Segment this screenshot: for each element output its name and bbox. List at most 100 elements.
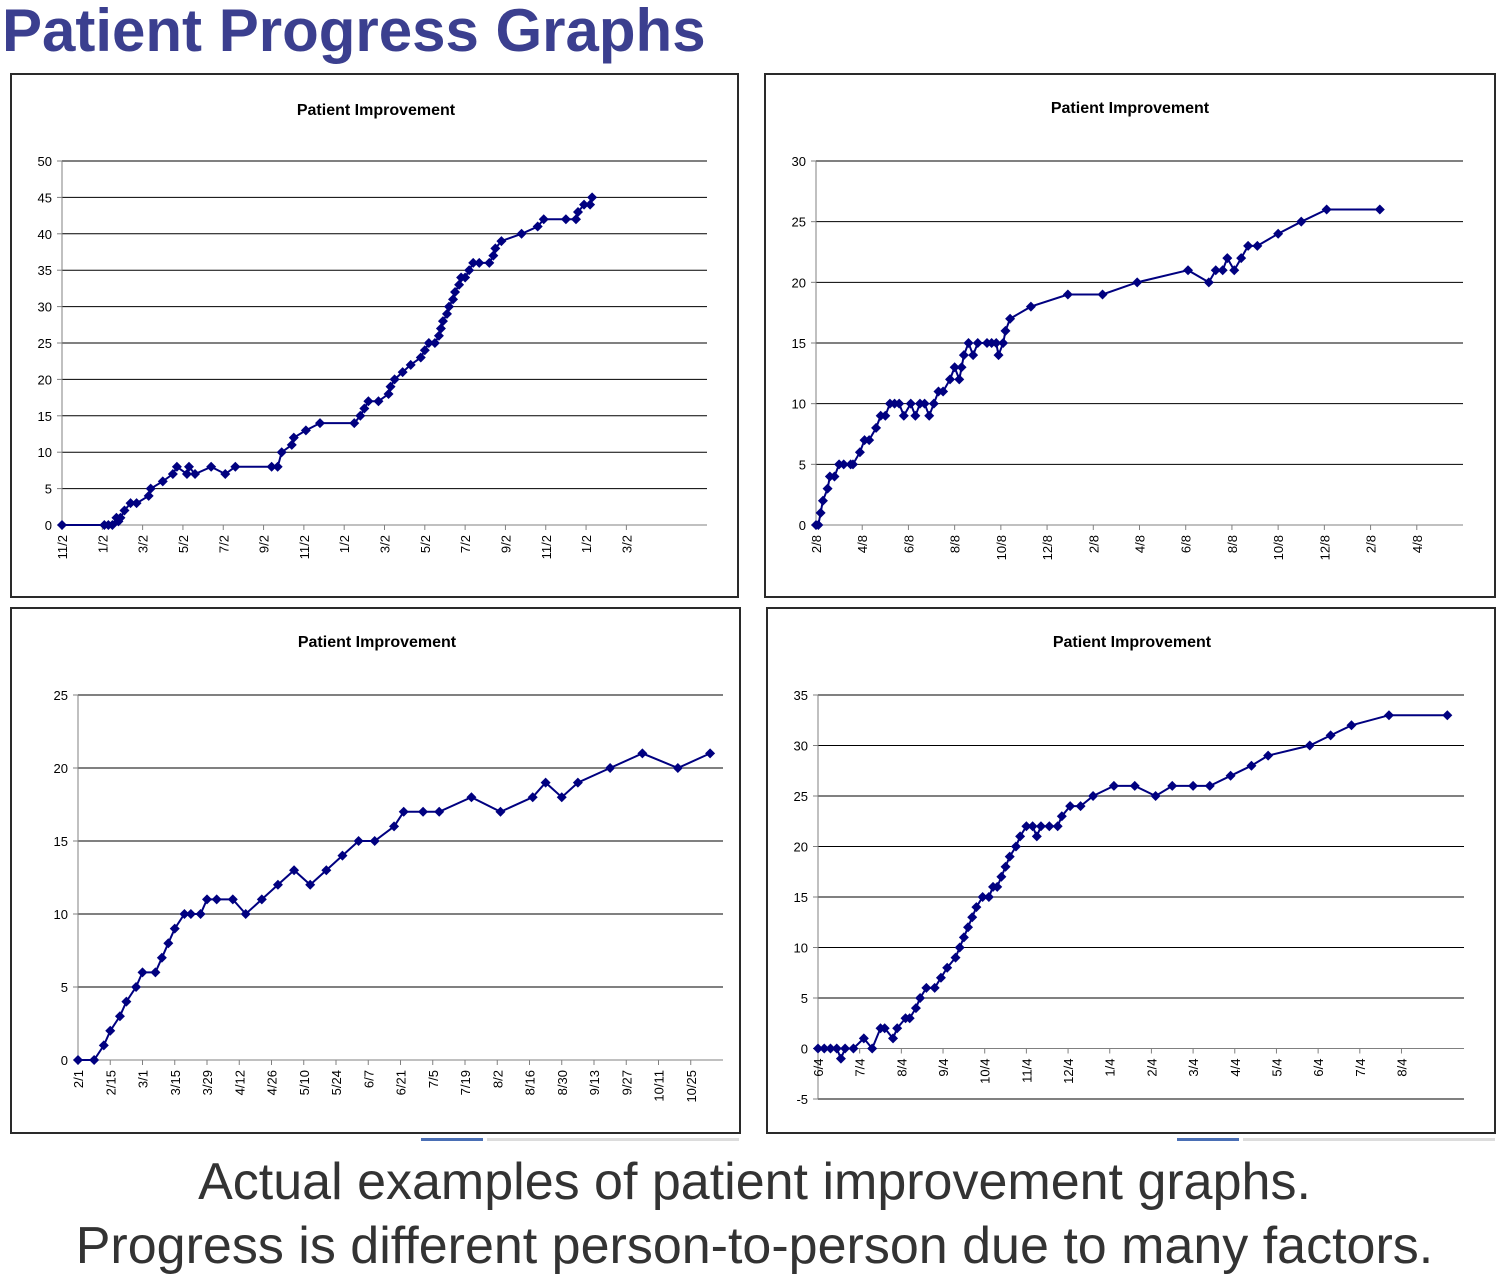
data-point: [389, 374, 400, 385]
data-point: [1027, 821, 1038, 832]
y-tick-label: 15: [38, 409, 52, 424]
data-point: [206, 461, 217, 472]
data-point: [894, 398, 905, 409]
data-point: [125, 498, 136, 509]
data-point: [337, 850, 348, 861]
x-tick-label: 8/16: [523, 1070, 538, 1095]
data-point: [450, 287, 461, 298]
data-point: [847, 459, 858, 470]
data-point: [441, 308, 452, 319]
y-tick-label: 5: [799, 457, 806, 472]
data-point: [1004, 851, 1015, 862]
data-point: [389, 821, 400, 832]
sheet-tab-divider: [487, 1138, 739, 1141]
x-tick-label: 9/13: [587, 1070, 602, 1095]
x-tick-label: 4/12: [232, 1070, 247, 1095]
data-point: [1183, 265, 1194, 276]
data-point: [220, 469, 231, 480]
data-point: [490, 243, 501, 254]
x-tick-label: 12/8: [1317, 535, 1332, 560]
y-tick-label: 35: [794, 688, 808, 703]
data-point: [73, 1055, 83, 1065]
data-point: [105, 1025, 116, 1036]
data-point: [474, 257, 485, 268]
data-point: [1005, 313, 1016, 324]
x-tick-label: 5/4: [1269, 1059, 1284, 1077]
y-tick-label: 0: [61, 1053, 68, 1068]
data-point: [121, 996, 132, 1007]
data-point: [1097, 289, 1108, 300]
data-point: [137, 967, 148, 978]
data-point: [1243, 240, 1254, 251]
data-point: [1383, 710, 1394, 721]
data-point: [1021, 821, 1032, 832]
data-point: [169, 923, 180, 934]
x-tick-label: 3/1: [136, 1070, 151, 1088]
data-point: [968, 350, 979, 361]
data-point: [466, 792, 477, 803]
x-tick-label: 9/4: [936, 1059, 951, 1077]
data-point: [958, 350, 969, 361]
chart-title: Patient Improvement: [1051, 100, 1210, 117]
x-tick-label: 10/25: [684, 1070, 699, 1103]
data-point: [448, 294, 459, 305]
data-point: [829, 471, 840, 482]
data-point: [156, 952, 167, 963]
x-tick-label: 8/8: [948, 535, 963, 553]
chart-title: Patient Improvement: [297, 102, 456, 119]
data-point: [1132, 277, 1143, 288]
y-tick-label: 10: [38, 445, 52, 460]
data-point: [819, 1043, 830, 1054]
data-point: [1015, 831, 1026, 842]
data-point: [1035, 821, 1046, 832]
data-point: [353, 836, 364, 846]
data-point: [967, 912, 978, 923]
data-point: [1204, 780, 1215, 791]
data-point: [1236, 253, 1247, 264]
x-tick-label: 2/8: [1364, 535, 1379, 553]
data-point: [1129, 780, 1140, 791]
data-point: [434, 806, 445, 817]
x-tick-label: 3/4: [1186, 1059, 1201, 1077]
data-point: [488, 250, 499, 261]
chart-panel-top-left: Patient Improvement 0 5 10 15 20 25 30 35 40 45 50 1…: [10, 73, 739, 598]
data-point: [572, 777, 583, 788]
x-tick-label: 7/2: [216, 535, 231, 553]
data-point: [131, 498, 142, 509]
y-tick-label: 25: [38, 336, 52, 351]
data-point: [305, 879, 316, 890]
x-tick-label: 2/15: [103, 1070, 118, 1095]
x-tick-label: 2/8: [1086, 535, 1101, 553]
y-tick-label: 20: [794, 840, 808, 855]
y-tick-label: 50: [38, 154, 52, 169]
data-point: [321, 865, 332, 876]
data-point: [460, 272, 471, 283]
data-point: [949, 362, 960, 373]
data-point: [418, 806, 429, 817]
y-tick-label: 10: [792, 397, 806, 412]
data-point: [573, 206, 583, 217]
data-point: [484, 257, 495, 268]
chart-bottom-left: Patient Improvement 0 5 10 15 20 25 2/1 2/15 3/1 3…: [54, 634, 723, 1103]
data-point: [831, 1043, 842, 1054]
data-point: [1075, 801, 1086, 812]
data-point: [867, 1043, 878, 1054]
x-tick-label: 7/4: [853, 1059, 868, 1077]
data-point: [898, 410, 909, 421]
data-point: [398, 806, 409, 817]
data-point: [115, 512, 126, 523]
y-tick-label: 25: [794, 789, 808, 804]
data-point: [1108, 780, 1119, 791]
data-point: [672, 763, 683, 773]
data-point: [423, 338, 434, 348]
data-point: [171, 461, 182, 472]
y-tick-label: 35: [38, 263, 52, 278]
data-point: [854, 447, 865, 458]
x-tick-label: 8/4: [894, 1059, 909, 1077]
data-point: [145, 483, 156, 494]
data-point: [437, 316, 448, 327]
data-point: [993, 350, 1004, 361]
data-point: [114, 1011, 125, 1022]
data-point: [276, 447, 287, 458]
data-point: [89, 1055, 100, 1065]
